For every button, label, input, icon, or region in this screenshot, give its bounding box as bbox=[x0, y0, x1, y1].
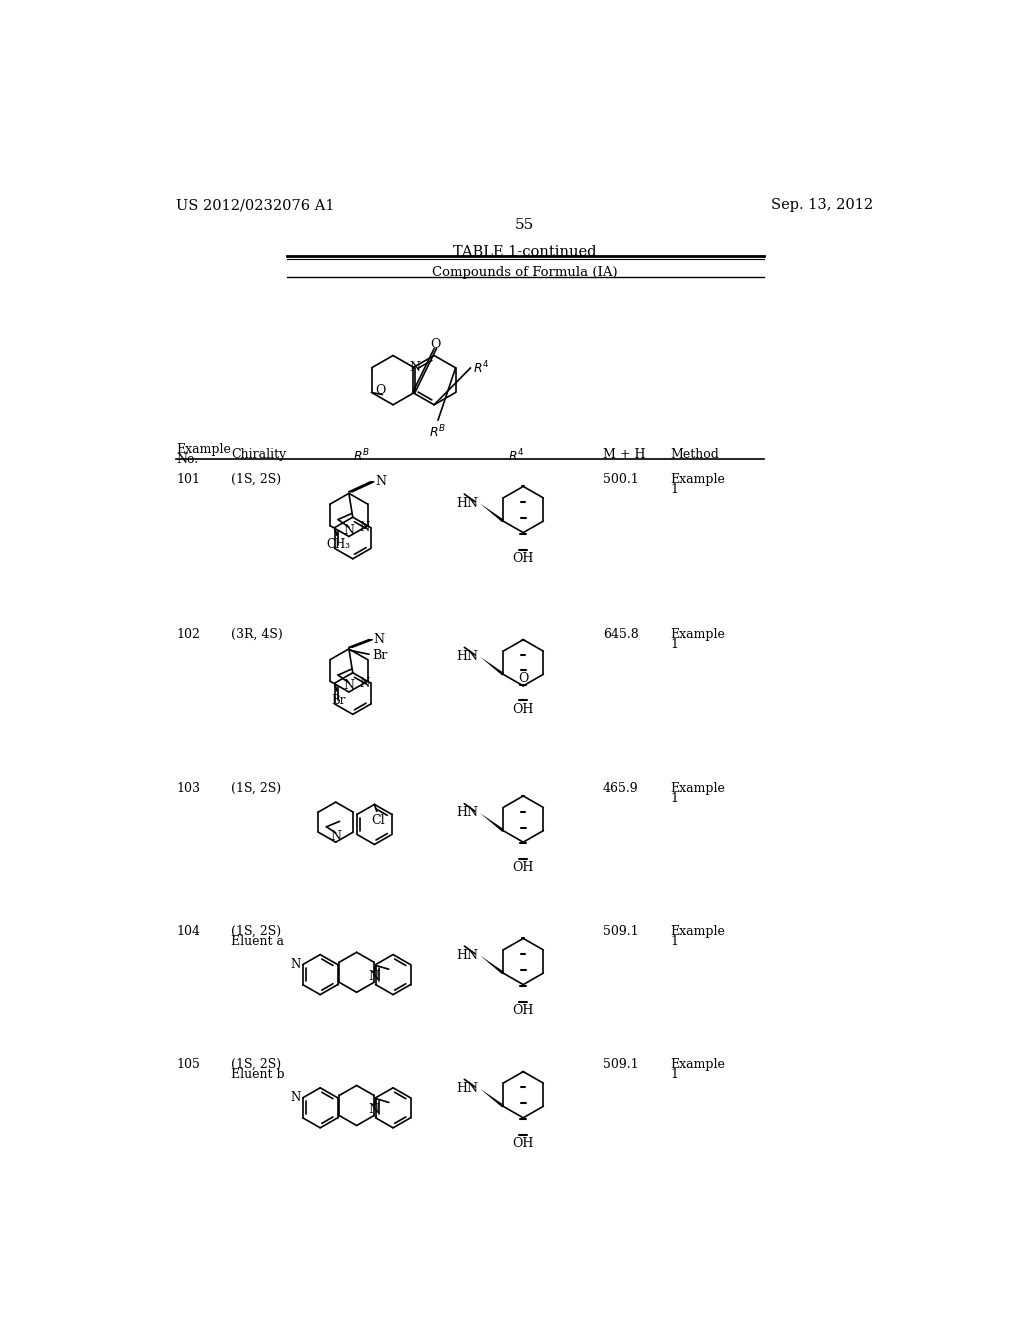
Text: 509.1: 509.1 bbox=[603, 924, 639, 937]
Text: Example: Example bbox=[671, 924, 725, 937]
Text: OH: OH bbox=[513, 552, 534, 565]
Text: N: N bbox=[374, 634, 385, 647]
Text: 103: 103 bbox=[176, 781, 200, 795]
Text: N: N bbox=[330, 829, 341, 842]
Text: 55: 55 bbox=[515, 218, 535, 232]
Text: N: N bbox=[343, 524, 354, 537]
Text: (3R, 4S): (3R, 4S) bbox=[231, 628, 283, 642]
Text: TABLE 1-continued: TABLE 1-continued bbox=[453, 244, 597, 259]
Text: 465.9: 465.9 bbox=[603, 781, 639, 795]
Text: Eluent a: Eluent a bbox=[231, 935, 284, 948]
Text: O: O bbox=[376, 384, 386, 397]
Text: 1: 1 bbox=[671, 935, 679, 948]
Text: HN: HN bbox=[457, 649, 478, 663]
Text: Eluent b: Eluent b bbox=[231, 1068, 285, 1081]
Text: Method: Method bbox=[671, 447, 720, 461]
Polygon shape bbox=[480, 503, 504, 523]
Text: Example: Example bbox=[671, 781, 725, 795]
Polygon shape bbox=[480, 1089, 504, 1107]
Text: M + H: M + H bbox=[603, 447, 645, 461]
Text: $R^B$: $R^B$ bbox=[429, 424, 446, 441]
Text: N: N bbox=[343, 680, 354, 693]
Text: Sep. 13, 2012: Sep. 13, 2012 bbox=[771, 198, 873, 213]
Text: N: N bbox=[290, 1092, 300, 1105]
Text: O: O bbox=[518, 672, 528, 685]
Text: N: N bbox=[290, 958, 300, 972]
Text: US 2012/0232076 A1: US 2012/0232076 A1 bbox=[176, 198, 335, 213]
Text: (1S, 2S): (1S, 2S) bbox=[231, 924, 282, 937]
Text: N: N bbox=[359, 677, 370, 689]
Text: No.: No. bbox=[176, 453, 199, 466]
Text: Example: Example bbox=[671, 628, 725, 642]
Text: 509.1: 509.1 bbox=[603, 1057, 639, 1071]
Text: 102: 102 bbox=[176, 628, 200, 642]
Text: 105: 105 bbox=[176, 1057, 200, 1071]
Polygon shape bbox=[480, 813, 504, 832]
Polygon shape bbox=[480, 656, 504, 676]
Text: 645.8: 645.8 bbox=[603, 628, 639, 642]
Text: Chirality: Chirality bbox=[231, 447, 287, 461]
Text: (1S, 2S): (1S, 2S) bbox=[231, 781, 282, 795]
Text: N: N bbox=[369, 1102, 380, 1115]
Text: OH: OH bbox=[513, 702, 534, 715]
Text: $R^4$: $R^4$ bbox=[473, 359, 489, 376]
Text: HN: HN bbox=[457, 807, 478, 820]
Text: OH: OH bbox=[513, 1003, 534, 1016]
Text: HN: HN bbox=[457, 496, 478, 510]
Text: 1: 1 bbox=[671, 638, 679, 651]
Text: OH: OH bbox=[513, 1137, 534, 1150]
Text: 1: 1 bbox=[671, 792, 679, 805]
Text: 1: 1 bbox=[671, 1068, 679, 1081]
Text: Cl: Cl bbox=[372, 813, 385, 826]
Text: Br: Br bbox=[372, 648, 387, 661]
Text: HN: HN bbox=[457, 949, 478, 962]
Text: HN: HN bbox=[457, 1082, 478, 1096]
Text: (1S, 2S): (1S, 2S) bbox=[231, 1057, 282, 1071]
Text: $R^4$: $R^4$ bbox=[508, 447, 524, 465]
Text: 500.1: 500.1 bbox=[603, 473, 639, 486]
Text: N: N bbox=[359, 521, 370, 535]
Text: 101: 101 bbox=[176, 473, 200, 486]
Text: CH₃: CH₃ bbox=[327, 539, 350, 552]
Text: N: N bbox=[375, 475, 386, 488]
Text: 1: 1 bbox=[671, 483, 679, 495]
Text: Example: Example bbox=[671, 1057, 725, 1071]
Text: 104: 104 bbox=[176, 924, 200, 937]
Text: $R^B$: $R^B$ bbox=[352, 447, 370, 465]
Text: OH: OH bbox=[513, 862, 534, 874]
Text: N: N bbox=[369, 970, 380, 982]
Polygon shape bbox=[480, 956, 504, 974]
Text: O: O bbox=[430, 338, 441, 351]
Text: Example: Example bbox=[176, 444, 231, 457]
Text: N: N bbox=[410, 362, 420, 375]
Text: Example: Example bbox=[671, 473, 725, 486]
Text: Compounds of Formula (IA): Compounds of Formula (IA) bbox=[432, 267, 617, 280]
Text: Br: Br bbox=[332, 694, 346, 708]
Text: (1S, 2S): (1S, 2S) bbox=[231, 473, 282, 486]
